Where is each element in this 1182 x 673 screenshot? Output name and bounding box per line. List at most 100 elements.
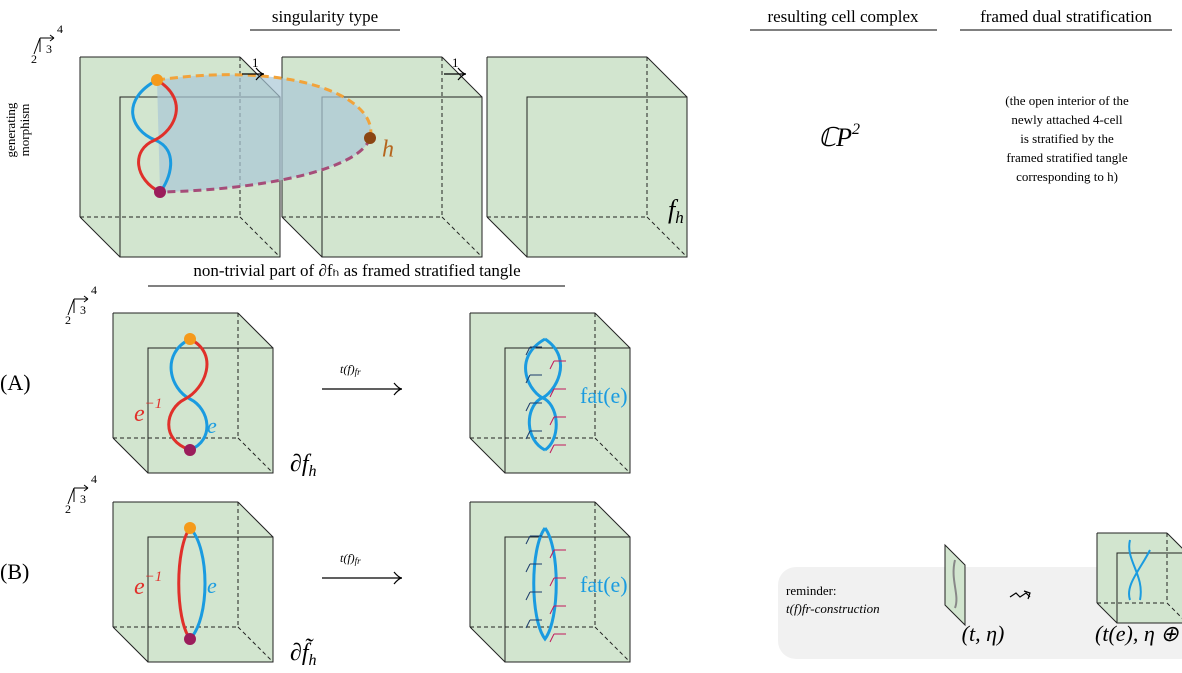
cube-edge [469, 437, 506, 474]
frame-vector [549, 416, 566, 426]
boundary-label: ∂f̃h [290, 637, 317, 668]
tangle-e-inv [167, 337, 209, 452]
h-label: h [382, 137, 394, 163]
note-line: newly attached 4-cell [1011, 112, 1123, 127]
note: (the open interior of the newly attached… [1005, 93, 1129, 184]
e-inverse-main: e [134, 574, 145, 600]
e-inverse: e−1 [134, 396, 162, 426]
axis-label: 2 [65, 313, 71, 327]
cube-fill [470, 502, 630, 662]
cube-edge [237, 626, 274, 663]
cube-front [147, 536, 274, 663]
cube-front [504, 536, 631, 663]
cube-edge [79, 216, 121, 258]
note-line: corresponding to h) [1016, 169, 1118, 184]
boundary-main: ∂f [290, 451, 312, 477]
fat-tangle [524, 337, 563, 452]
point [184, 444, 196, 456]
frame-vector [549, 633, 566, 643]
arrow-label: 1 [452, 55, 459, 70]
point [364, 132, 376, 144]
frame-vector [549, 360, 566, 370]
map-sub: fr [355, 556, 362, 566]
cube-edge [469, 626, 506, 663]
e-label: e [207, 573, 217, 598]
edge-dashed [156, 73, 373, 139]
cube-edge [594, 437, 631, 474]
cube-edge [239, 216, 281, 258]
tangle-e-inv [177, 527, 192, 640]
row-label: (A) [0, 370, 31, 395]
cube-edge [646, 56, 688, 98]
side-label: generating [3, 102, 18, 157]
cube-edge [594, 312, 631, 349]
cube-edge [1096, 602, 1118, 624]
cube-edge [486, 216, 528, 258]
cube-edge [441, 216, 483, 258]
arrow [444, 67, 467, 81]
frame-vector [525, 563, 542, 573]
arrow-label: 1 [252, 55, 259, 70]
cube-edge [1166, 602, 1182, 619]
note-line: (the open interior of the [1005, 93, 1129, 108]
cube-edge [237, 312, 274, 349]
surface [157, 74, 371, 192]
e-inverse: e−1 [134, 569, 162, 599]
axis-label: 4 [57, 22, 63, 36]
e-inverse-main: e [134, 401, 145, 427]
frame-vector [525, 402, 542, 412]
reminder-title: reminder: [786, 583, 837, 598]
cube-front [1116, 552, 1182, 624]
squiggle-arrow [1009, 590, 1031, 600]
frame-vector [549, 549, 566, 559]
cube-edge [112, 626, 149, 663]
frame-vector [525, 430, 542, 440]
frame-vector [525, 535, 542, 545]
point [151, 74, 163, 86]
frame-vector [525, 619, 542, 629]
cube-edge [441, 56, 483, 98]
axis-label: 2 [31, 52, 37, 66]
cube-front [147, 347, 274, 474]
axes [33, 34, 55, 55]
frame-vector [525, 591, 542, 601]
reminder-left: (t, η) [962, 621, 1005, 646]
map-label: t(f)fr [340, 551, 361, 566]
axes [67, 484, 89, 505]
axes [67, 295, 89, 316]
frame-vector [549, 444, 566, 454]
note-line: framed stratified tangle [1006, 150, 1128, 165]
point [184, 333, 196, 345]
boundary-label: ∂fh [290, 451, 317, 480]
sheet-curve [952, 559, 958, 609]
point [184, 522, 196, 534]
cube-front [504, 347, 631, 474]
section-title: non-trivial part of ∂fₕ as framed strati… [193, 261, 520, 280]
cube-edge [594, 501, 631, 538]
map-main: t(f) [340, 362, 355, 376]
fat-label: fat(e) [580, 383, 628, 408]
header: resulting cell complex [767, 7, 919, 26]
point [184, 633, 196, 645]
fat-tangle [532, 527, 558, 642]
cube-fill [487, 57, 687, 257]
point [154, 186, 166, 198]
arrow [322, 571, 403, 585]
fat-tangle [1128, 539, 1151, 601]
map-sub: fr [355, 367, 362, 377]
f-h: fh [668, 195, 684, 227]
tangle-e-inv [137, 78, 178, 194]
axis-label: 2 [65, 502, 71, 516]
cube-edge [1166, 532, 1182, 549]
boundary-sub: h [309, 652, 317, 669]
map-main: t(f) [340, 551, 355, 565]
frame-vector [525, 374, 542, 384]
note-line: is stratified by the [1020, 131, 1114, 146]
edge-dashed [159, 137, 372, 194]
e-label: e [207, 413, 217, 438]
boundary-sub: h [309, 463, 317, 480]
row-label: (B) [0, 559, 29, 584]
